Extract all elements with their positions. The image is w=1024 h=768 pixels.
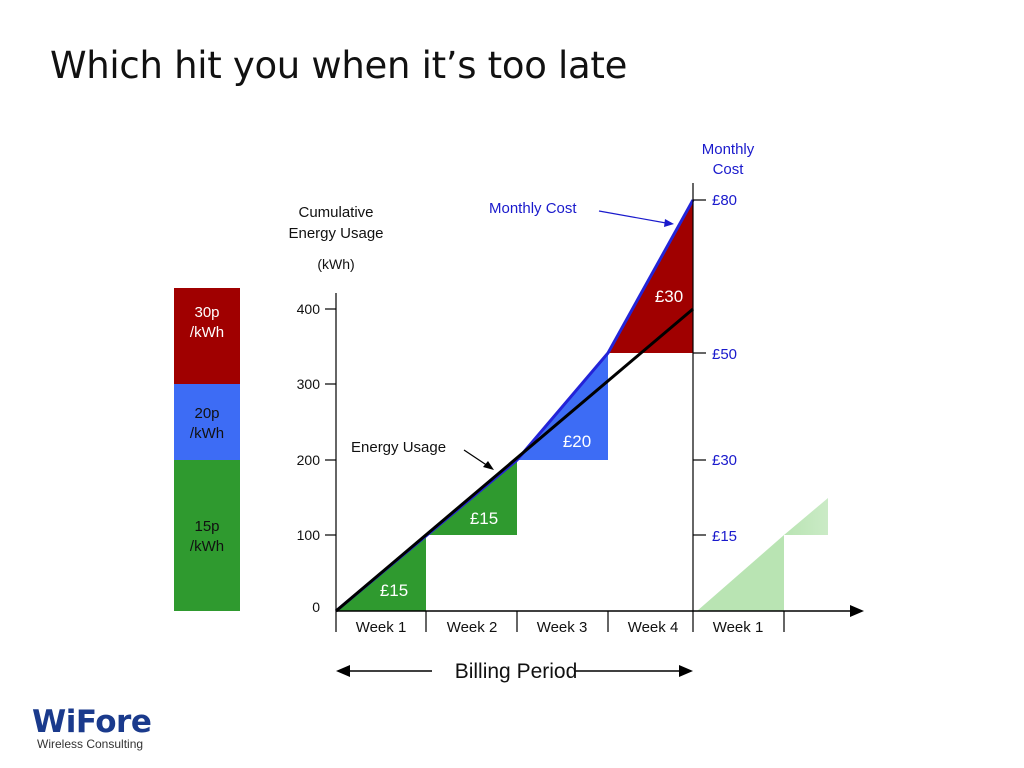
next-period-step1 — [697, 535, 784, 611]
right-tick-label-50: £50 — [712, 346, 737, 363]
slide-title: Which hit you when it’s too late — [50, 44, 628, 87]
step-label-week1: £15 — [380, 581, 408, 600]
tariff-block-30p — [174, 288, 240, 384]
left-axis-label-line1: Cumulative — [298, 204, 373, 221]
billing-period-left-arrow — [336, 665, 350, 677]
step-label-week2: £15 — [470, 509, 498, 528]
tariff-rate-30p: 30p — [194, 304, 219, 321]
step-label-week4: £30 — [655, 287, 683, 306]
tariff-unit-30p: /kWh — [190, 324, 224, 341]
tariff-rate-20p: 20p — [194, 405, 219, 422]
monthly-cost-line — [335, 199, 695, 613]
week-label-2: Week 2 — [447, 619, 498, 636]
monthly-cost-annotation: Monthly Cost — [489, 200, 577, 217]
week-label-1: Week 1 — [356, 619, 407, 636]
tariff-rate-15p: 15p — [194, 518, 219, 535]
billing-period-label: Billing Period — [455, 660, 578, 683]
right-axis-label-line1: Monthly — [702, 141, 755, 158]
tariff-block-15p — [174, 460, 240, 611]
logo-name: WiFore — [32, 704, 152, 740]
left-axis-unit: (kWh) — [317, 256, 354, 272]
step-label-week3: £20 — [563, 432, 591, 451]
left-axis-label-line2: Energy Usage — [288, 225, 383, 242]
tariff-unit-20p: /kWh — [190, 425, 224, 442]
left-tick-label-400: 400 — [297, 301, 321, 317]
energy-usage-pointer-head — [483, 461, 494, 470]
monthly-cost-pointer — [598, 210, 667, 224]
tariff-unit-15p: /kWh — [190, 538, 224, 555]
right-tick-label-80: £80 — [712, 192, 737, 209]
left-tick-label-100: 100 — [297, 527, 321, 543]
right-tick-label-30: £30 — [712, 452, 737, 469]
left-tick-label-0: 0 — [312, 599, 320, 615]
right-tick-label-15: £15 — [712, 528, 737, 545]
tariff-block-20p — [174, 384, 240, 460]
week-label-next-1: Week 1 — [713, 619, 764, 636]
week-label-3: Week 3 — [537, 619, 588, 636]
billing-period-right-arrow — [679, 665, 693, 677]
energy-usage-pointer — [463, 449, 489, 467]
x-axis-arrowhead — [850, 605, 864, 617]
wifore-logo: WiFore Wireless Consulting — [32, 704, 152, 751]
energy-usage-line — [335, 307, 694, 613]
week-label-4: Week 4 — [628, 619, 679, 636]
left-tick-label-300: 300 — [297, 376, 321, 392]
monthly-cost-pointer-head — [664, 219, 674, 227]
right-axis-label-line2: Cost — [713, 161, 745, 178]
logo-tagline: Wireless Consulting — [37, 737, 144, 751]
energy-usage-annotation: Energy Usage — [351, 439, 446, 456]
next-period-step2 — [784, 498, 828, 535]
left-tick-label-200: 200 — [297, 452, 321, 468]
